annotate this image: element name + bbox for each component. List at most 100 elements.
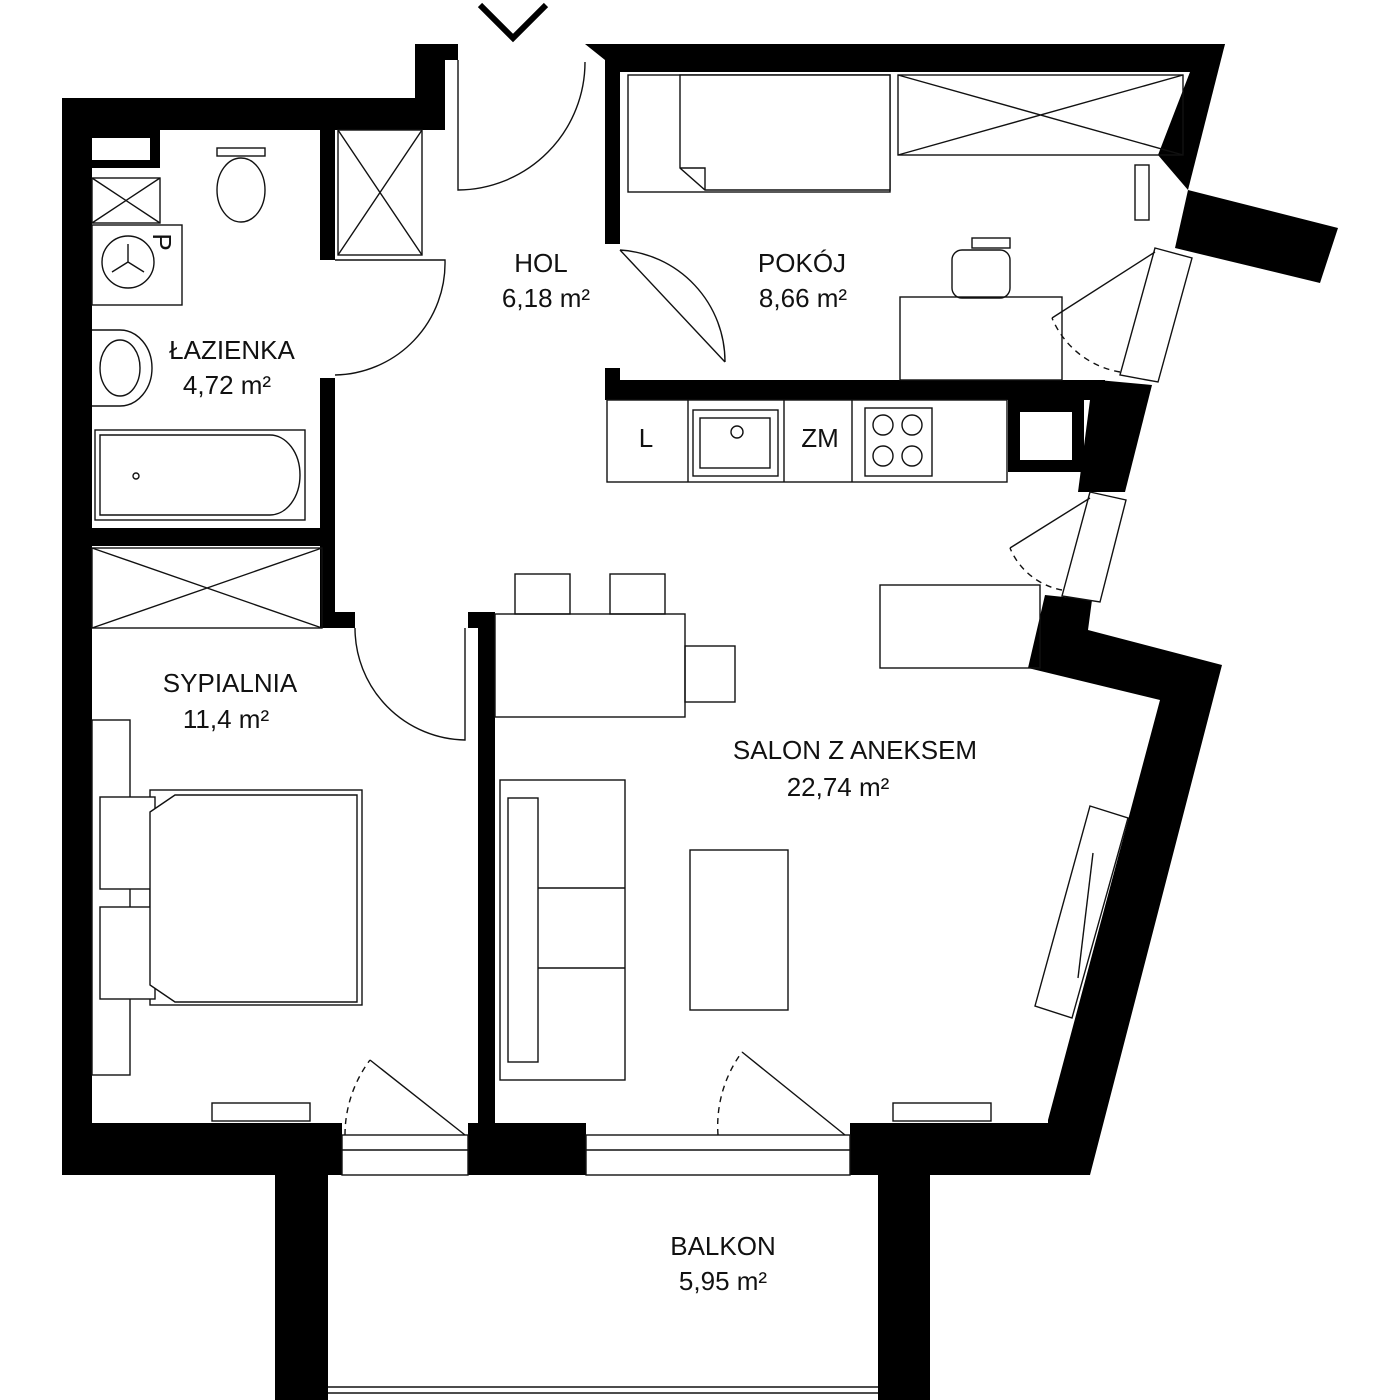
wall-part <box>320 612 355 628</box>
wall-part <box>62 1123 342 1175</box>
wall-part <box>320 546 335 628</box>
walls <box>62 44 1338 1400</box>
furniture-part <box>211 1102 311 1122</box>
window-part <box>341 1134 469 1176</box>
furniture-part <box>514 573 571 615</box>
door-part <box>369 1059 466 1136</box>
room-name: ŁAZIENKA <box>169 335 295 365</box>
furniture-part <box>99 434 301 516</box>
wall-part <box>605 380 1105 400</box>
room-name: SALON Z ANEKSEM <box>733 735 977 765</box>
furniture-part <box>91 224 183 306</box>
furniture-part <box>879 584 1041 669</box>
room-area: 11,4 m² <box>183 704 270 734</box>
furniture-part <box>679 74 891 191</box>
windows <box>328 247 1193 1394</box>
door-part <box>457 60 586 191</box>
furniture-part <box>91 547 323 629</box>
wall-part <box>275 1175 328 1400</box>
furniture-part <box>99 796 156 890</box>
wall-part <box>468 1123 586 1175</box>
fixture-label: ZM <box>801 423 839 453</box>
room-area: 4,72 m² <box>183 370 271 400</box>
furniture-part <box>606 399 1008 483</box>
furniture-part <box>91 177 161 224</box>
furniture-part <box>91 547 323 629</box>
wall-part <box>62 98 92 1175</box>
door-part <box>354 627 466 741</box>
wall-part <box>320 130 335 260</box>
room-area: 6,18 m² <box>502 283 590 313</box>
wall-part <box>468 612 495 628</box>
entry-arrow <box>477 2 549 43</box>
furniture-part <box>689 849 789 1011</box>
furniture-part <box>872 445 894 467</box>
wall-part <box>92 160 160 168</box>
door-part <box>1009 547 1063 591</box>
wall-part <box>585 44 1225 72</box>
door-part <box>1051 317 1121 373</box>
wall-part <box>1175 190 1338 283</box>
wall-part <box>62 98 445 130</box>
furniture-part <box>1077 852 1094 979</box>
wall-part <box>1158 44 1225 190</box>
wall-part <box>1028 595 1222 1175</box>
labels: HOL 6,18 m² POKÓJ 8,66 m² ŁAZIENKA 4,72 … <box>147 233 977 1296</box>
furniture-part <box>99 906 156 1000</box>
furniture <box>91 74 1184 1122</box>
door-part <box>1009 497 1091 549</box>
furniture-part <box>1134 164 1150 221</box>
wall-part <box>92 130 160 138</box>
furniture-part <box>99 339 141 397</box>
window-part <box>585 1134 851 1176</box>
furniture-part <box>684 645 736 703</box>
wall-part <box>850 1123 1090 1175</box>
doors <box>334 60 1156 1136</box>
furniture-part <box>92 329 153 407</box>
window-part <box>1119 247 1193 383</box>
door-part <box>619 249 726 363</box>
wall-part <box>1078 380 1152 492</box>
room-name: BALKON <box>670 1231 776 1261</box>
furniture-part <box>872 414 894 436</box>
door-part <box>334 259 446 376</box>
furniture-part <box>132 472 140 480</box>
fixture-label: P <box>147 233 177 250</box>
furniture-part <box>901 414 923 436</box>
room-name: HOL <box>514 248 567 278</box>
furniture-part <box>216 157 266 223</box>
door-part <box>716 1051 743 1136</box>
furniture-part <box>680 167 706 190</box>
furniture-part <box>899 296 1063 381</box>
furniture-part <box>892 1102 992 1122</box>
furniture-part <box>692 409 779 477</box>
door-part <box>344 1059 371 1136</box>
furniture-part <box>494 613 686 718</box>
room-name: POKÓJ <box>758 248 846 278</box>
room-area: 8,66 m² <box>759 283 847 313</box>
furniture-part <box>337 129 423 256</box>
furniture-part <box>730 425 744 439</box>
furniture-part <box>901 445 923 467</box>
fixture-label: L <box>639 423 653 453</box>
furniture-part <box>897 74 1184 156</box>
room-name: SYPIALNIA <box>163 668 298 698</box>
furniture-part <box>951 249 1011 299</box>
wall-part <box>150 130 160 165</box>
room-area: 5,95 m² <box>679 1266 767 1296</box>
furniture-part <box>94 429 306 521</box>
furniture-part <box>699 417 771 469</box>
window-part <box>1061 491 1127 603</box>
door-part <box>741 1051 846 1136</box>
furniture-part <box>1034 805 1129 1019</box>
wall-part <box>320 378 335 528</box>
wall-part <box>1008 400 1084 472</box>
room-area: 22,74 m² <box>787 772 890 802</box>
furniture-part <box>609 573 666 615</box>
wall-part <box>878 1175 930 1400</box>
furniture-part <box>91 719 131 1076</box>
wall-part <box>415 44 458 60</box>
door-part <box>1051 251 1156 319</box>
